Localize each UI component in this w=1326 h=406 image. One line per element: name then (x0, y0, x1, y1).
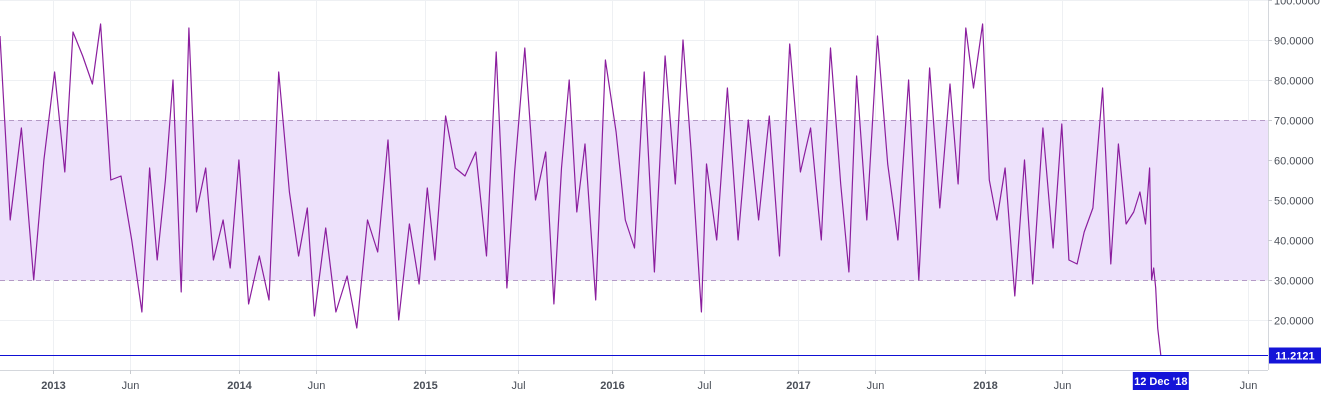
overbought-oversold-band (0, 120, 1268, 281)
crosshair-date-badge (1132, 372, 1189, 390)
crosshair-date-label: 12 Dec '18 (1134, 376, 1187, 388)
band-fill (0, 120, 1268, 280)
y-tick-label: 30.0000 (1274, 276, 1314, 288)
badges: 11.2121 12 Dec '18 (1132, 347, 1321, 390)
x-tick-label: 2014 (227, 380, 252, 392)
y-tick-label: 100.0000 (1274, 0, 1320, 8)
x-tick-label: 2018 (973, 380, 997, 392)
series-layer (0, 23, 1162, 356)
y-axis[interactable]: 20.0000 30.0000 40.0000 50.0000 60.0000 70.00… (1268, 0, 1320, 370)
x-tick-label: Jun (1054, 380, 1072, 392)
y-tick-label: 80.0000 (1274, 76, 1314, 88)
x-tick-label: Jun (122, 380, 140, 392)
x-tick-label: 2015 (413, 380, 437, 392)
y-tick-label: 70.0000 (1274, 116, 1314, 128)
y-tick-label: 40.0000 (1274, 236, 1314, 248)
y-tick-label: 60.0000 (1274, 156, 1314, 168)
x-tick-label: Jul (697, 380, 711, 392)
y-tick-label: 20.0000 (1274, 316, 1314, 328)
x-tick-label: Jul (511, 380, 525, 392)
x-tick-label: Jun (1240, 380, 1258, 392)
x-tick-label: Jun (308, 380, 326, 392)
y-tick-label: 90.0000 (1274, 36, 1314, 48)
x-tick-label: Jun (867, 380, 885, 392)
y-tick-label: 50.0000 (1274, 196, 1314, 208)
last-value-badge (1269, 347, 1321, 364)
last-value-label: 11.2121 (1275, 351, 1314, 363)
x-tick-label: 2013 (41, 380, 65, 392)
x-tick-label: 2017 (786, 380, 810, 392)
x-tick-label: 2016 (600, 380, 624, 392)
series-line (0, 23, 1162, 356)
x-axis[interactable]: 2013 Jun 2014 Jun 2015 Jul 2016 Jul 2017 Jun 2018 J… (0, 370, 1268, 392)
